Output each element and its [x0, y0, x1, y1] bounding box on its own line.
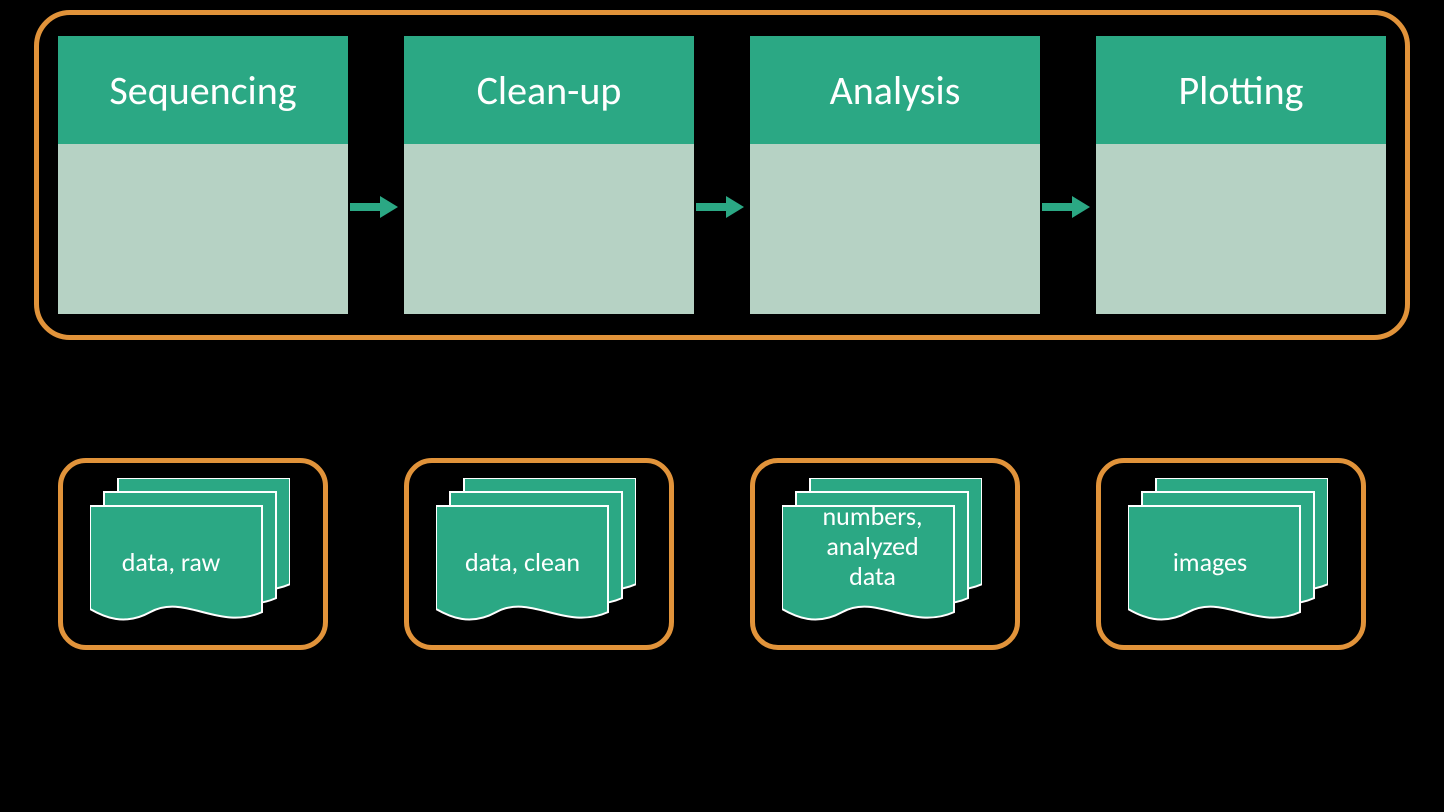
- doc-label-raw: data, raw: [96, 548, 246, 578]
- arrow-shaft-icon: [1042, 203, 1072, 211]
- stage-header-sequencing: Sequencing: [58, 36, 348, 144]
- doc-label-clean: data, clean: [440, 548, 605, 578]
- stage-body-cleanup: [404, 144, 694, 314]
- stage-body-plotting: [1096, 144, 1386, 314]
- stage-body-sequencing: [58, 144, 348, 314]
- arrow-3: [1042, 196, 1090, 218]
- stage-body-analysis: [750, 144, 1040, 314]
- arrow-head-icon: [726, 196, 744, 218]
- stage-sequencing: Sequencing: [58, 36, 348, 314]
- arrow-shaft-icon: [350, 203, 380, 211]
- arrow-head-icon: [380, 196, 398, 218]
- stage-header-cleanup: Clean-up: [404, 36, 694, 144]
- stage-plotting: Plotting: [1096, 36, 1386, 314]
- doc-label-images: images: [1140, 548, 1280, 578]
- arrow-head-icon: [1072, 196, 1090, 218]
- stage-cleanup: Clean-up: [404, 36, 694, 314]
- arrow-shaft-icon: [696, 203, 726, 211]
- stage-header-plotting: Plotting: [1096, 36, 1386, 144]
- stage-header-analysis: Analysis: [750, 36, 1040, 144]
- doc-label-analyzed: numbers, analyzed data: [800, 502, 945, 592]
- arrow-2: [696, 196, 744, 218]
- arrow-1: [350, 196, 398, 218]
- stage-analysis: Analysis: [750, 36, 1040, 314]
